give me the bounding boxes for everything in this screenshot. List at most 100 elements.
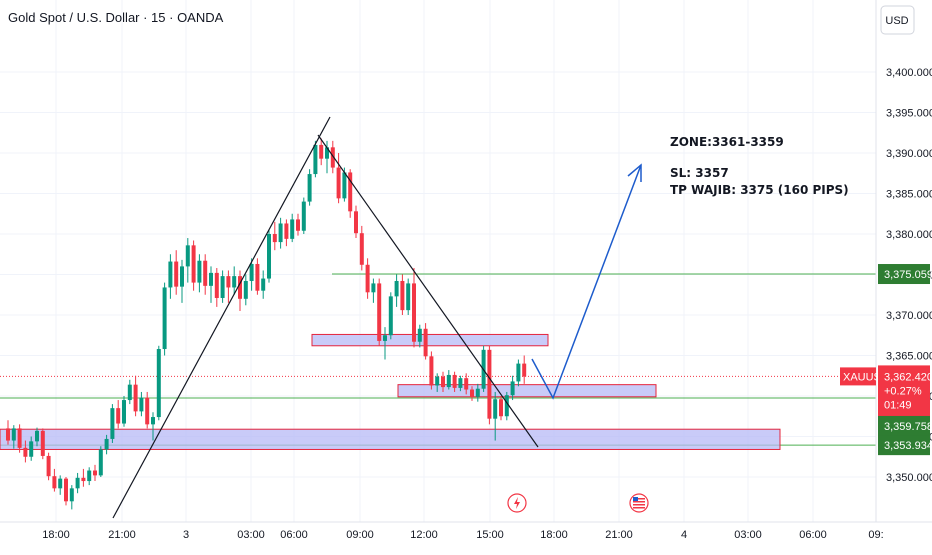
uptrend-line [112, 116, 331, 519]
price-tags: XAUUSD 3,362.420 +0.27% 01:49 3,375.059 … [840, 264, 932, 456]
candle [40, 428, 45, 460]
candle-body [162, 287, 167, 350]
candle-body [325, 147, 329, 159]
candle [365, 258, 370, 299]
candle-body [127, 384, 132, 401]
candle-body [64, 478, 68, 502]
candle [354, 205, 358, 239]
candle-body [58, 478, 63, 489]
candle-body [180, 266, 184, 287]
candle [238, 270, 242, 311]
candle [75, 472, 80, 494]
candle [122, 396, 126, 427]
price-tick-label: 3,390.000 [886, 148, 932, 160]
candle [104, 434, 109, 455]
note-take-profit: TP WAJIB: 3375 (160 PIPS) [670, 183, 849, 197]
level-1-tag: 3,375.059 [884, 269, 932, 281]
level-2-tag-bg [878, 415, 930, 436]
candle-body [214, 272, 219, 298]
candle-body [17, 428, 22, 448]
event-markers[interactable] [507, 493, 649, 513]
candle [493, 391, 498, 441]
candle-body [499, 399, 503, 417]
flag-event-ring [629, 493, 649, 513]
candle-body [441, 376, 445, 388]
candle-body [435, 376, 440, 386]
us-flag-event-icon[interactable] [629, 493, 649, 513]
candle [267, 229, 271, 283]
candle [383, 327, 387, 360]
note-stop-loss: SL: 3357 [670, 166, 729, 180]
candle [452, 371, 457, 392]
candle-body [151, 417, 155, 425]
candle-body [133, 384, 138, 412]
price-tick-label: 3,400.000 [886, 67, 932, 79]
candle-body [510, 381, 515, 396]
time-tick-label: 06:00 [280, 529, 308, 541]
lightning-event-icon[interactable] [507, 493, 527, 513]
flag-stripe [633, 498, 645, 500]
candle-body [278, 223, 283, 243]
candle-body [81, 477, 86, 482]
candle-body [284, 223, 289, 239]
currency-label: USD [885, 15, 908, 27]
candle-body [93, 470, 97, 476]
candle [226, 270, 231, 303]
candle [110, 404, 115, 443]
candle [388, 292, 393, 340]
zone-rect-2 [397, 384, 657, 398]
candle [377, 278, 382, 346]
candle [180, 259, 184, 303]
candle [17, 424, 22, 453]
candle [516, 359, 521, 387]
time-tick-label: 15:00 [476, 529, 504, 541]
flag-stripe [633, 507, 645, 509]
candle [417, 324, 422, 348]
candle [232, 266, 237, 295]
candle [394, 274, 399, 307]
candle-body [52, 476, 57, 489]
candle [243, 274, 248, 306]
candle-body [272, 234, 277, 243]
candle [162, 282, 167, 356]
candle [487, 345, 492, 425]
flag-canton [633, 497, 638, 501]
last-price-tag-bg [878, 365, 930, 418]
candle-body [290, 219, 295, 239]
candle-body [220, 276, 225, 298]
candle [191, 240, 196, 291]
candle [139, 391, 144, 417]
candle [522, 355, 527, 384]
candle-body [191, 245, 196, 283]
candle-body [394, 280, 399, 297]
candle [470, 386, 474, 401]
candle-body [122, 400, 126, 424]
price-tick-label: 3,365.000 [886, 351, 932, 363]
candle-body [307, 174, 312, 202]
candle-body [40, 430, 45, 456]
candle [446, 370, 451, 390]
time-tick-label: 03:00 [237, 529, 265, 541]
candle-body [522, 363, 527, 377]
price-tick-label: 3,395.000 [886, 108, 932, 120]
candle-body [504, 395, 509, 417]
candle [290, 213, 295, 243]
candle [81, 468, 86, 487]
candle-body [110, 408, 115, 439]
price-tick-label: 3,370.000 [886, 310, 932, 322]
candle [504, 391, 509, 421]
candle [284, 219, 289, 247]
candle [406, 278, 411, 315]
time-axis[interactable]: 18:00 21:00 3 03:00 06:00 09:00 12:00 15:00 18:0… [0, 521, 932, 541]
candle [58, 475, 63, 495]
candle [93, 464, 97, 482]
symbol-title: Gold Spot / U.S. Dollar · 15 · OANDA [8, 10, 224, 25]
horizontal-levels [0, 273, 876, 446]
candle-body [388, 296, 393, 336]
lightning-glyph [514, 497, 520, 509]
time-tick-label: 21:00 [605, 529, 633, 541]
candle [348, 169, 353, 218]
candlestick-series [6, 138, 527, 510]
